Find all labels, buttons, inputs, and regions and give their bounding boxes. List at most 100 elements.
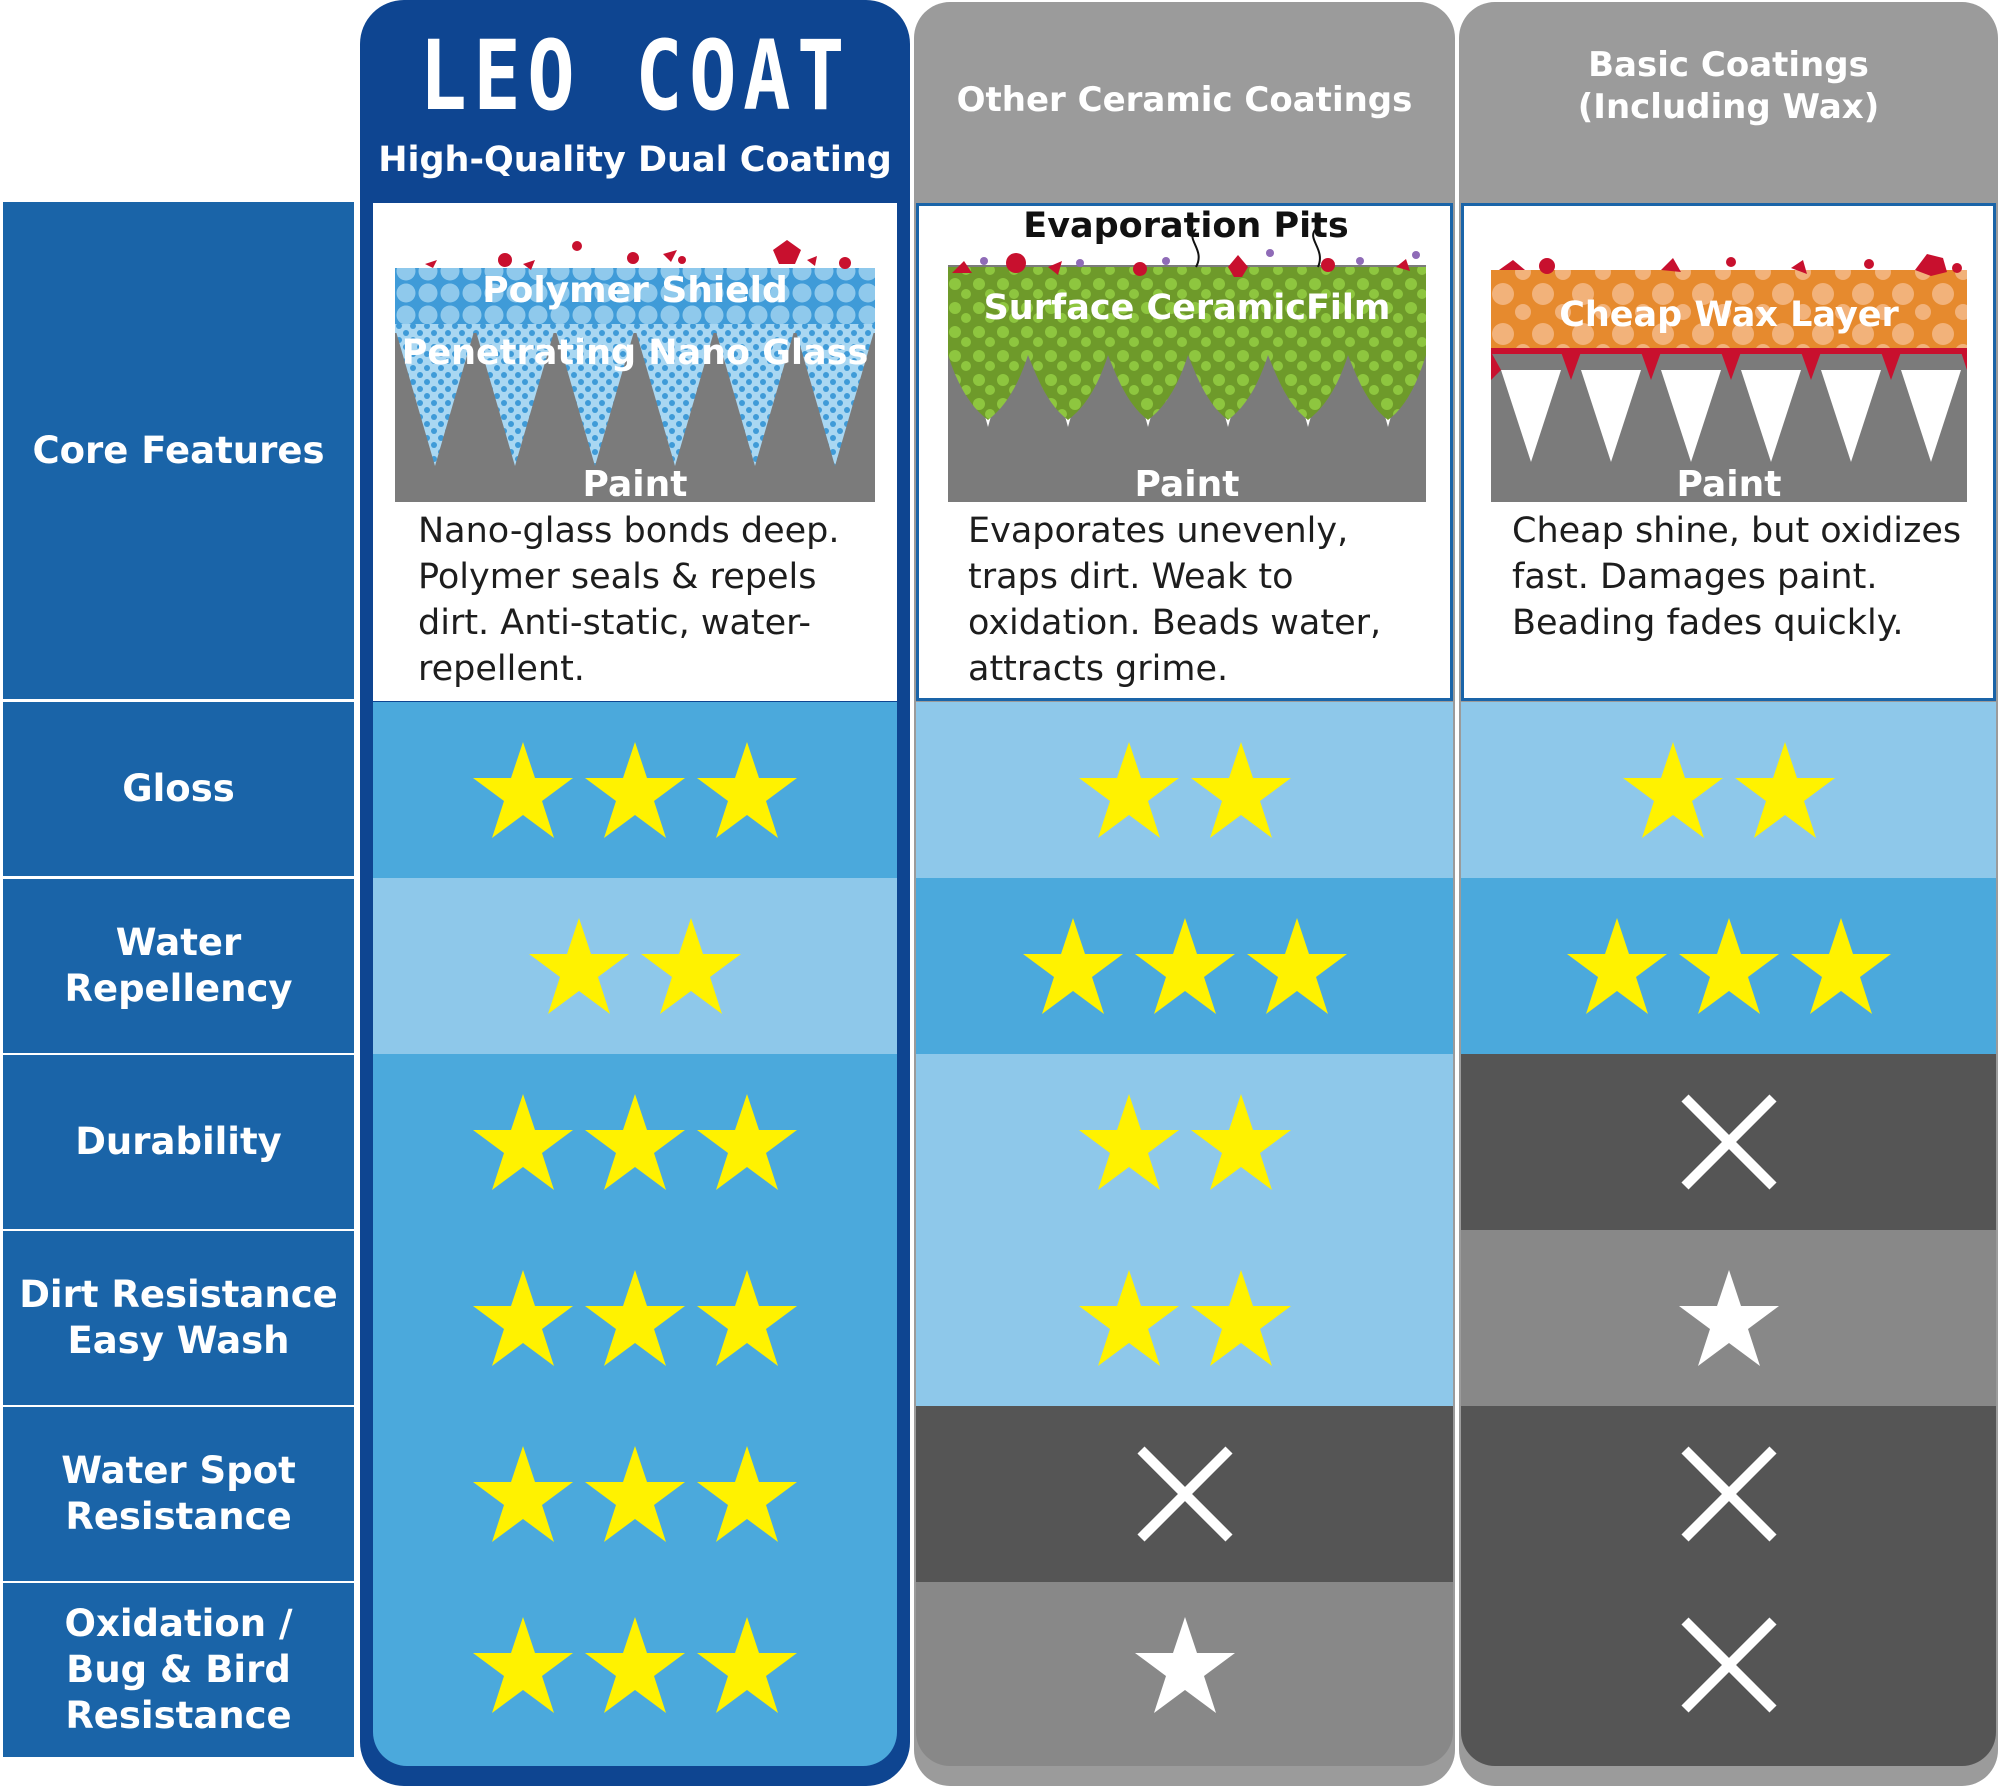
diagram-label-paint-2: Paint <box>1135 464 1240 502</box>
cross-icon <box>1680 1617 1777 1713</box>
rating-value <box>1675 1440 1783 1548</box>
diagram-label-wax-layer: Cheap Wax Layer <box>1559 295 1899 335</box>
row-label-water-spot: Water Spot Resistance <box>3 1407 354 1581</box>
rating-value <box>1131 1613 1239 1717</box>
star-icon <box>473 1446 573 1542</box>
row-label-durability: Durability <box>3 1055 354 1229</box>
star-icon <box>1190 1094 1291 1190</box>
diagram-label-polymer-shield: Polymer Shield <box>482 270 788 311</box>
rating-cell <box>916 1406 1453 1582</box>
rating-value <box>1019 914 1351 1018</box>
rating-cell <box>916 878 1453 1054</box>
star-icon <box>1246 918 1347 1014</box>
rating-value <box>1075 1090 1295 1194</box>
rating-value <box>469 1442 801 1546</box>
rating-cell <box>1461 878 1996 1054</box>
diagram-label-nano-glass: Penetrating Nano Glass <box>402 333 869 373</box>
star-icon <box>585 1094 685 1190</box>
star-icon <box>697 1446 797 1542</box>
other-ceramic-description: Evaporates unevenly, traps dirt. Weak to… <box>968 511 1382 689</box>
star-icon <box>1078 742 1179 838</box>
basic-coatings-header: Basic Coatings (Including Wax) <box>1459 2 1998 200</box>
basic-coatings-diagram: Cheap Wax Layer Paint <box>1491 254 1967 502</box>
rating-value <box>1619 738 1839 842</box>
rating-cell <box>916 1054 1453 1230</box>
rating-cell <box>1461 1406 1996 1582</box>
cross-icon <box>1680 1094 1777 1190</box>
rating-value <box>469 1090 801 1194</box>
star-icon <box>529 918 629 1014</box>
star-icon <box>1134 1617 1235 1713</box>
leo-coat-description: Nano-glass bonds deep. Polymer seals & r… <box>418 511 840 689</box>
star-icon <box>473 1094 573 1190</box>
star-icon <box>1678 1270 1779 1366</box>
row-label-oxidation: Oxidation / Bug & Bird Resistance <box>3 1583 354 1757</box>
leo-coat-subtitle: High-Quality Dual Coating <box>378 140 892 180</box>
rating-value <box>1675 1266 1783 1370</box>
star-icon <box>697 742 797 838</box>
star-icon <box>1078 1270 1179 1366</box>
rating-value <box>1563 914 1895 1018</box>
rating-cell <box>373 702 897 878</box>
rating-value <box>1075 1266 1295 1370</box>
cross-icon <box>1680 1446 1777 1542</box>
rating-cell <box>1461 1054 1996 1230</box>
basic-coatings-description: Cheap shine, but oxidizes fast. Damages … <box>1512 511 1962 643</box>
rating-value <box>1131 1440 1239 1548</box>
diagram-label-evaporation-pits: Evaporation Pits <box>1023 206 1348 246</box>
star-icon <box>697 1617 797 1713</box>
star-icon <box>697 1270 797 1366</box>
rating-cell <box>373 1406 897 1582</box>
star-icon <box>473 742 573 838</box>
diagram-label-paint-1: Paint <box>583 464 688 502</box>
star-icon <box>697 1094 797 1190</box>
star-icon <box>585 1270 685 1366</box>
star-icon <box>473 1270 573 1366</box>
rating-cell <box>373 1230 897 1406</box>
rating-cell <box>1461 1230 1996 1406</box>
other-ceramic-diagram: Evaporation Pits Surface CeramicFilm Pai… <box>948 206 1426 502</box>
star-icon <box>1134 918 1235 1014</box>
star-icon <box>641 918 741 1014</box>
rating-cell <box>916 1230 1453 1406</box>
rating-cell <box>916 702 1453 878</box>
star-icon <box>1790 918 1891 1014</box>
rating-cell <box>373 878 897 1054</box>
star-icon <box>1190 1270 1291 1366</box>
star-icon <box>1022 918 1123 1014</box>
star-icon <box>1622 742 1723 838</box>
rating-cell <box>373 1582 897 1766</box>
row-label-gloss: Gloss <box>3 702 354 876</box>
leo-coat-diagram: Polymer Shield Penetrating Nano Glass Pa… <box>395 240 875 502</box>
rating-cell <box>373 1054 897 1230</box>
diagram-label-ceramic-film: Surface CeramicFilm <box>984 288 1391 328</box>
other-ceramic-title: Other Ceramic Coatings <box>956 80 1413 120</box>
star-icon <box>1678 918 1779 1014</box>
rating-value <box>1675 1088 1783 1196</box>
rating-value <box>525 914 745 1018</box>
row-label-dirt-resistance: Dirt Resistance Easy Wash <box>3 1231 354 1405</box>
rating-value <box>1075 738 1295 842</box>
star-icon <box>1566 918 1667 1014</box>
star-icon <box>585 1617 685 1713</box>
leo-coat-title: LEO COAT <box>419 20 851 132</box>
cross-icon <box>1136 1446 1233 1542</box>
rating-cell <box>1461 1582 1996 1766</box>
rating-value <box>469 738 801 842</box>
star-icon <box>1734 742 1835 838</box>
rating-value <box>469 1266 801 1370</box>
row-label-core-features: Core Features <box>3 202 354 699</box>
other-ceramic-header: Other Ceramic Coatings <box>914 2 1455 200</box>
star-icon <box>585 742 685 838</box>
rating-cell <box>1461 702 1996 878</box>
star-icon <box>473 1617 573 1713</box>
leo-coat-header: LEO COAT High-Quality Dual Coating <box>360 0 910 200</box>
star-icon <box>1078 1094 1179 1190</box>
basic-coatings-title: Basic Coatings (Including Wax) <box>1577 45 1880 127</box>
rating-value <box>469 1613 801 1717</box>
row-label-water-repellency: Water Repellency <box>3 879 354 1053</box>
star-icon <box>1190 742 1291 838</box>
rating-cell <box>916 1582 1453 1766</box>
diagram-label-paint-3: Paint <box>1677 464 1782 502</box>
rating-value <box>1675 1611 1783 1719</box>
